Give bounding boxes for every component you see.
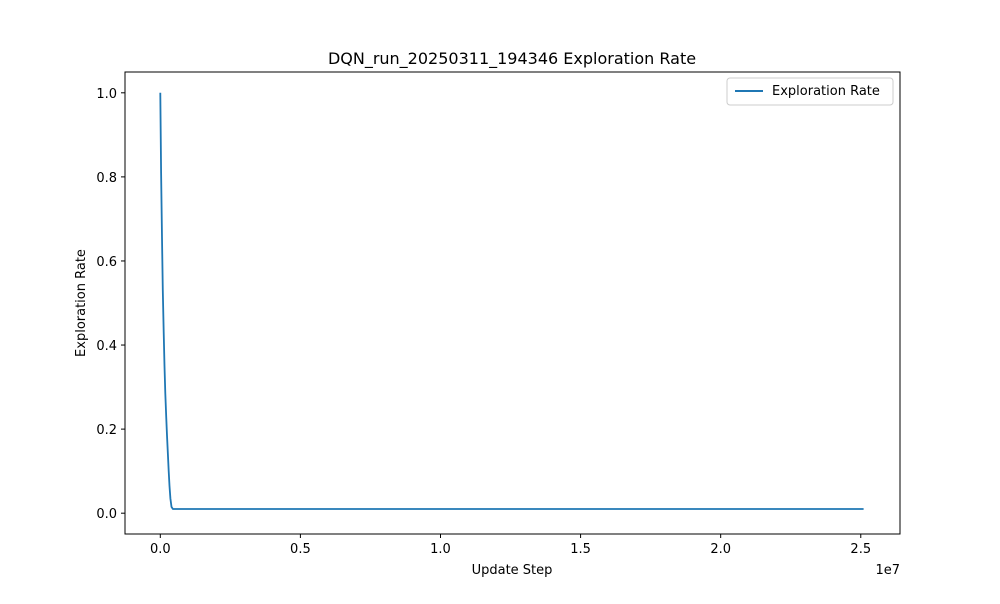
legend: Exploration Rate [726,77,894,106]
legend-label-exploration-rate: Exploration Rate [772,84,880,99]
x-axis-ticks: 0.0 0.5 1.0 1.5 2.0 2.5 [150,534,871,557]
series-line-exploration-rate [159,92,864,510]
y-axis-ticks: 0.0 0.2 0.4 0.6 0.8 1.0 [96,87,125,522]
x-tick-label: 0.0 [150,542,171,557]
x-tick-label: 2.5 [850,542,871,557]
y-tick-label: 0.2 [96,423,117,438]
y-tick-label: 1.0 [96,87,117,102]
x-tick-label: 2.0 [710,542,731,557]
y-tick-label: 0.0 [96,507,117,522]
x-tick-label: 0.5 [290,542,311,557]
plot-frame [124,71,901,535]
chart-title: DQN_run_20250311_194346 Exploration Rate [328,49,696,69]
legend-box [726,77,894,106]
y-tick-label: 0.8 [96,171,117,186]
x-axis-label: Update Step [472,563,553,578]
y-tick-label: 0.4 [96,339,117,354]
x-axis-offset-label: 1e7 [875,563,900,578]
x-tick-label: 1.0 [430,542,451,557]
y-axis-label: Exploration Rate [74,249,89,357]
series-layer [159,92,864,510]
y-tick-label: 0.6 [96,255,117,270]
x-tick-label: 1.5 [570,542,591,557]
